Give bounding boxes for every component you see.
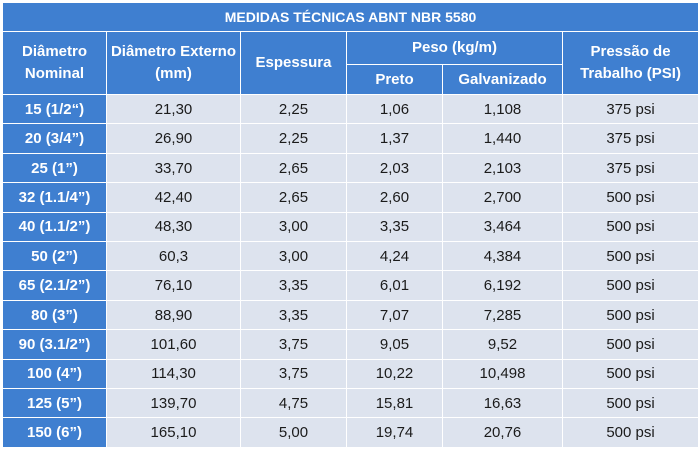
table-row: 80 (3”) 88,90 3,35 7,07 7,285 500 psi: [2, 299, 700, 331]
cell-nominal: 65 (2.1/2”): [2, 270, 107, 301]
cell-preto: 9,05: [346, 329, 443, 360]
cell-galvanizado: 7,285: [442, 299, 563, 331]
cell-nominal: 25 (1”): [2, 152, 107, 184]
table-title: MEDIDAS TÉCNICAS ABNT NBR 5580: [1, 2, 700, 32]
cell-galvanizado: 2,103: [442, 152, 563, 184]
header-peso: Peso (kg/m): [346, 31, 563, 65]
cell-galvanizado: 6,192: [442, 270, 563, 301]
table-row: 125 (5”) 139,70 4,75 15,81 16,63 500 psi: [2, 388, 700, 419]
table-row: 100 (4”) 114,30 3,75 10,22 10,498 500 ps…: [2, 358, 700, 390]
header-pressao: Pressão de Trabalho (PSI): [561, 31, 700, 95]
table-row: 40 (1.1/2”) 48,30 3,00 3,35 3,464 500 ps…: [2, 211, 700, 243]
header-espessura: Espessura: [240, 31, 347, 95]
cell-preto: 7,07: [346, 299, 443, 331]
cell-externo: 76,10: [106, 270, 241, 301]
cell-preto: 15,81: [346, 388, 443, 419]
cell-preto: 19,74: [346, 417, 443, 448]
cell-nominal: 125 (5”): [2, 388, 107, 419]
cell-pressao: 500 psi: [561, 358, 700, 390]
cell-galvanizado: 2,700: [442, 182, 563, 213]
table-row: 90 (3.1/2”) 101,60 3,75 9,05 9,52 500 ps…: [2, 329, 700, 360]
cell-nominal: 90 (3.1/2”): [2, 329, 107, 360]
cell-espessura: 2,65: [240, 152, 347, 184]
cell-preto: 1,06: [346, 93, 443, 125]
cell-externo: 48,30: [106, 211, 241, 243]
cell-espessura: 2,25: [240, 123, 347, 154]
table-body: 15 (1/2“) 21,30 2,25 1,06 1,108 375 psi …: [2, 93, 700, 448]
table-row: 50 (2”) 60,3 3,00 4,24 4,384 500 psi: [2, 241, 700, 272]
cell-espessura: 3,35: [240, 299, 347, 331]
cell-galvanizado: 20,76: [442, 417, 563, 448]
cell-externo: 21,30: [106, 93, 241, 125]
cell-preto: 6,01: [346, 270, 443, 301]
cell-nominal: 150 (6”): [2, 417, 107, 448]
cell-preto: 3,35: [346, 211, 443, 243]
cell-pressao: 500 psi: [561, 270, 700, 301]
cell-nominal: 80 (3”): [2, 299, 107, 331]
header-galvanizado: Galvanizado: [442, 64, 563, 95]
cell-galvanizado: 1,440: [442, 123, 563, 154]
cell-pressao: 500 psi: [561, 182, 700, 213]
cell-externo: 165,10: [106, 417, 241, 448]
cell-preto: 1,37: [346, 123, 443, 154]
cell-externo: 139,70: [106, 388, 241, 419]
cell-espessura: 4,75: [240, 388, 347, 419]
cell-externo: 26,90: [106, 123, 241, 154]
header-diametro-nominal: Diâmetro Nominal: [2, 31, 107, 95]
cell-externo: 42,40: [106, 182, 241, 213]
cell-nominal: 32 (1.1/4”): [2, 182, 107, 213]
cell-nominal: 20 (3/4”): [2, 123, 107, 154]
cell-pressao: 500 psi: [561, 241, 700, 272]
cell-galvanizado: 4,384: [442, 241, 563, 272]
cell-galvanizado: 10,498: [442, 358, 563, 390]
cell-nominal: 40 (1.1/2”): [2, 211, 107, 243]
cell-externo: 101,60: [106, 329, 241, 360]
cell-espessura: 2,65: [240, 182, 347, 213]
cell-galvanizado: 1,108: [442, 93, 563, 125]
cell-externo: 33,70: [106, 152, 241, 184]
cell-preto: 2,60: [346, 182, 443, 213]
table-row: 32 (1.1/4”) 42,40 2,65 2,60 2,700 500 ps…: [2, 182, 700, 213]
cell-externo: 60,3: [106, 241, 241, 272]
cell-galvanizado: 9,52: [442, 329, 563, 360]
cell-preto: 10,22: [346, 358, 443, 390]
cell-espessura: 2,25: [240, 93, 347, 125]
cell-preto: 2,03: [346, 152, 443, 184]
cell-nominal: 100 (4”): [2, 358, 107, 390]
cell-espessura: 3,75: [240, 358, 347, 390]
cell-pressao: 500 psi: [561, 329, 700, 360]
cell-galvanizado: 16,63: [442, 388, 563, 419]
cell-espessura: 5,00: [240, 417, 347, 448]
cell-espessura: 3,00: [240, 241, 347, 272]
table-row: 150 (6”) 165,10 5,00 19,74 20,76 500 psi: [2, 417, 700, 448]
cell-pressao: 500 psi: [561, 388, 700, 419]
table-row: 20 (3/4”) 26,90 2,25 1,37 1,440 375 psi: [2, 123, 700, 154]
header-preto: Preto: [346, 64, 443, 95]
cell-nominal: 15 (1/2“): [2, 93, 107, 125]
cell-pressao: 375 psi: [561, 93, 700, 125]
cell-nominal: 50 (2”): [2, 241, 107, 272]
cell-pressao: 500 psi: [561, 417, 700, 448]
cell-preto: 4,24: [346, 241, 443, 272]
table-row: 65 (2.1/2”) 76,10 3,35 6,01 6,192 500 ps…: [2, 270, 700, 301]
cell-pressao: 375 psi: [561, 152, 700, 184]
table-row: 15 (1/2“) 21,30 2,25 1,06 1,108 375 psi: [2, 93, 700, 125]
cell-externo: 114,30: [106, 358, 241, 390]
cell-galvanizado: 3,464: [442, 211, 563, 243]
cell-espessura: 3,75: [240, 329, 347, 360]
cell-espessura: 3,00: [240, 211, 347, 243]
cell-espessura: 3,35: [240, 270, 347, 301]
cell-pressao: 500 psi: [561, 299, 700, 331]
table-row: 25 (1”) 33,70 2,65 2,03 2,103 375 psi: [2, 152, 700, 184]
cell-externo: 88,90: [106, 299, 241, 331]
cell-pressao: 375 psi: [561, 123, 700, 154]
header-diametro-externo: Diâmetro Externo (mm): [106, 31, 241, 95]
cell-pressao: 500 psi: [561, 211, 700, 243]
